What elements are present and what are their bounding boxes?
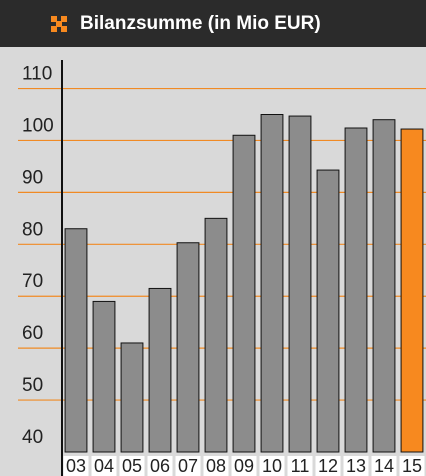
x-tick-label: 12 (318, 456, 338, 476)
bar (176, 242, 200, 453)
y-tick-label: 90 (22, 167, 43, 188)
bar (260, 114, 284, 453)
x-label-box (175, 456, 201, 476)
chart-title: Bilanzsumme (in Mio EUR) (80, 13, 321, 34)
bar (148, 287, 172, 453)
x-label-box (91, 456, 117, 476)
x-label-box (259, 456, 285, 476)
y-tick-label: 40 (22, 427, 43, 448)
bar (120, 342, 144, 453)
x-tick-label: 09 (234, 456, 254, 476)
header-icon (51, 16, 67, 32)
bar (204, 217, 228, 453)
x-tick-label: 08 (206, 456, 226, 476)
x-label-box (147, 456, 173, 476)
x-tick-label: 07 (178, 456, 198, 476)
x-tick-label: 11 (291, 456, 310, 476)
y-tick-label: 50 (22, 375, 43, 396)
bar (288, 115, 312, 453)
x-label-box (203, 456, 229, 476)
x-label-box (371, 456, 397, 476)
x-tick-label: 15 (402, 456, 422, 476)
x-tick-label: 06 (150, 456, 170, 476)
y-tick-label: 80 (22, 219, 43, 240)
bar (64, 228, 88, 453)
x-label-box (231, 456, 257, 476)
x-tick-label: 13 (346, 456, 366, 476)
x-label-box (343, 456, 369, 476)
bar (316, 169, 340, 453)
header-bar (0, 0, 426, 47)
y-tick-label: 110 (22, 64, 52, 85)
y-tick-label: 60 (22, 323, 43, 344)
bar (344, 127, 368, 453)
bar (92, 300, 116, 453)
x-tick-label: 05 (122, 456, 142, 476)
y-tick-label: 100 (22, 115, 54, 136)
bar (400, 128, 424, 453)
x-tick-label: 03 (66, 456, 86, 476)
x-tick-label: 14 (374, 456, 394, 476)
x-tick-label: 04 (94, 456, 114, 476)
x-label-box (119, 456, 145, 476)
bar (372, 119, 396, 453)
x-label-box (63, 456, 89, 476)
bar (232, 134, 256, 453)
x-label-box (315, 456, 341, 476)
x-tick-label: 10 (262, 456, 282, 476)
x-label-box (399, 456, 425, 476)
x-label-box (287, 456, 313, 476)
y-tick-label: 70 (22, 271, 43, 292)
